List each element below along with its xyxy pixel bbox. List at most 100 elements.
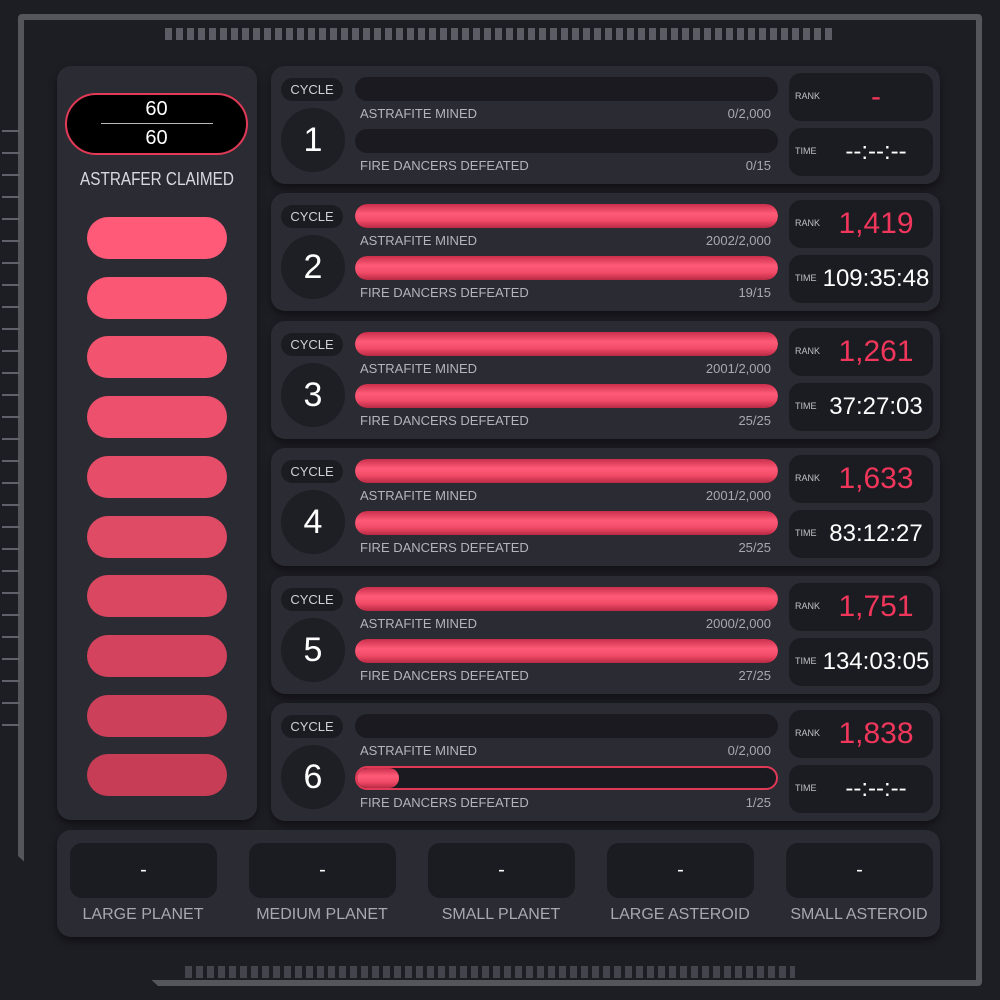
astrafite-value: 0/2,000	[727, 106, 771, 121]
rank-value: 1,419	[838, 207, 914, 240]
astrafite-label: ASTRAFITE MINED	[360, 106, 478, 121]
time-box: TIME 134:03:05	[789, 638, 933, 686]
astrafite-value: 2002/2,000	[705, 233, 771, 248]
cycle-number: 5	[281, 618, 345, 682]
resource-value-box: -	[786, 843, 933, 898]
frame-ticks-bottom	[185, 966, 795, 978]
time-value: --:--:--	[845, 138, 907, 165]
astrafer-slot	[87, 515, 227, 558]
fire-dancers-label: FIRE DANCERS DEFEATED	[360, 158, 529, 173]
fire-dancers-label: FIRE DANCERS DEFEATED	[360, 540, 529, 555]
rank-label: RANK	[795, 473, 821, 483]
cycle-label: CYCLE	[281, 333, 343, 356]
resource-label: LARGE PLANET	[82, 906, 204, 923]
astrafite-label: ASTRAFITE MINED	[360, 361, 478, 376]
rank-value: 1,838	[838, 717, 914, 750]
cycle-label: CYCLE	[281, 205, 343, 228]
astrafer-slot	[87, 575, 227, 618]
fire-dancers-value: 27/25	[738, 668, 771, 683]
astrafer-slot	[87, 276, 227, 319]
astrafite-value: 2001/2,000	[705, 361, 771, 376]
astrafer-claimed-count: 60	[145, 98, 168, 120]
astrafite-progress-bar	[355, 77, 778, 101]
time-box: TIME 37:27:03	[789, 383, 933, 431]
astrafite-label: ASTRAFITE MINED	[360, 488, 478, 503]
rank-value: 1,633	[838, 462, 914, 495]
resource-value-box: -	[428, 843, 575, 898]
rank-label: RANK	[795, 218, 821, 228]
fire-dancers-value: 1/25	[745, 795, 771, 810]
rank-box: RANK 1,419	[789, 200, 933, 248]
rank-box: RANK 1,261	[789, 328, 933, 376]
astrafite-progress-bar	[355, 587, 778, 611]
astrafer-slot	[87, 694, 227, 737]
fire-dancers-progress-bar	[355, 511, 778, 535]
astrafer-slot	[87, 396, 227, 439]
time-value: 83:12:27	[829, 520, 923, 547]
time-box: TIME --:--:--	[789, 128, 933, 176]
resource-value-box: -	[70, 843, 217, 898]
fire-dancers-progress-fill	[355, 256, 778, 280]
cycle-card: CYCLE 3 ASTRAFITE MINED 2001/2,000 FIRE …	[271, 321, 940, 439]
cycle-card: CYCLE 5 ASTRAFITE MINED 2000/2,000 FIRE …	[271, 576, 940, 694]
rank-label: RANK	[795, 346, 821, 356]
resources-panel: - LARGE PLANET - MEDIUM PLANET - SMALL PLANET…	[57, 830, 940, 937]
astrafer-slot	[87, 754, 227, 797]
fire-dancers-progress-bar	[355, 129, 778, 153]
astrafer-counter: 60 60	[65, 93, 248, 155]
time-box: TIME 109:35:48	[789, 255, 933, 303]
cycle-card: CYCLE 2 ASTRAFITE MINED 2002/2,000 FIRE …	[271, 193, 940, 311]
cycle-label: CYCLE	[281, 460, 343, 483]
astrafite-progress-bar	[355, 459, 778, 483]
astrafer-slot	[87, 455, 227, 498]
astrafite-progress-fill	[355, 332, 778, 356]
time-value: 109:35:48	[822, 265, 930, 292]
astrafer-panel: 60 60 ASTRAFER CLAIMED	[57, 66, 257, 820]
astrafite-value: 2000/2,000	[705, 616, 771, 631]
time-value: 134:03:05	[822, 648, 930, 675]
astrafer-slot	[87, 217, 227, 259]
fire-dancers-value: 0/15	[745, 158, 771, 173]
cycle-number: 6	[281, 745, 345, 809]
rank-box: RANK -	[789, 73, 933, 121]
time-value: --:--:--	[845, 775, 907, 802]
rank-label: RANK	[795, 91, 821, 101]
resource-value-box: -	[607, 843, 754, 898]
cycle-card: CYCLE 4 ASTRAFITE MINED 2001/2,000 FIRE …	[271, 448, 940, 566]
fire-dancers-value: 25/25	[738, 413, 771, 428]
cycle-label: CYCLE	[281, 588, 343, 611]
time-label: TIME	[795, 273, 817, 283]
rank-label: RANK	[795, 601, 821, 611]
cycle-card: CYCLE 1 ASTRAFITE MINED 0/2,000 FIRE DAN…	[271, 66, 940, 184]
rank-box: RANK 1,838	[789, 710, 933, 758]
astrafite-label: ASTRAFITE MINED	[360, 616, 478, 631]
time-label: TIME	[795, 146, 817, 156]
rank-box: RANK 1,633	[789, 455, 933, 503]
astrafite-value: 0/2,000	[727, 743, 771, 758]
time-box: TIME 83:12:27	[789, 510, 933, 558]
astrafer-slot	[87, 634, 227, 677]
rank-label: RANK	[795, 728, 821, 738]
astrafer-claimed-label: ASTRAFER CLAIMED	[80, 169, 234, 189]
cycle-number: 1	[281, 108, 345, 172]
cycle-number: 2	[281, 235, 345, 299]
resource-value-box: -	[249, 843, 396, 898]
fire-dancers-label: FIRE DANCERS DEFEATED	[360, 285, 529, 300]
time-label: TIME	[795, 783, 817, 793]
fire-dancers-progress-bar	[355, 766, 778, 790]
time-label: TIME	[795, 528, 817, 538]
astrafite-progress-fill	[355, 587, 778, 611]
frame-ticks-top	[165, 28, 835, 40]
resource-label: SMALL PLANET	[441, 906, 561, 923]
hud-frame	[18, 14, 982, 986]
time-value: 37:27:03	[829, 393, 923, 420]
cycle-label: CYCLE	[281, 715, 343, 738]
time-label: TIME	[795, 401, 817, 411]
rank-value: 1,751	[838, 590, 914, 623]
astrafer-slot	[87, 336, 227, 379]
fire-dancers-label: FIRE DANCERS DEFEATED	[360, 668, 529, 683]
resource-label: LARGE ASTEROID	[610, 906, 750, 923]
fire-dancers-label: FIRE DANCERS DEFEATED	[360, 795, 529, 810]
resource-label: MEDIUM PLANET	[256, 906, 388, 923]
cycle-label: CYCLE	[281, 78, 343, 101]
